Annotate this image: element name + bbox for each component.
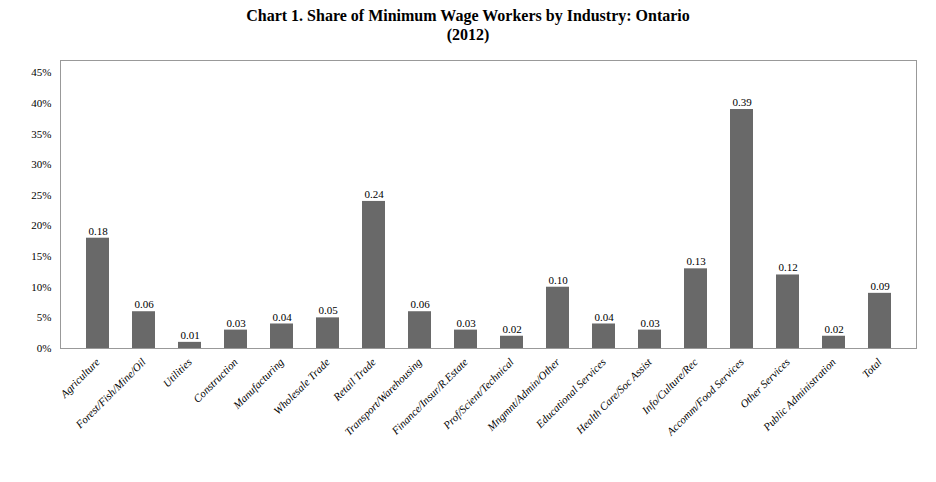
svg-text:40%: 40% bbox=[31, 97, 51, 109]
svg-text:0.06: 0.06 bbox=[410, 299, 430, 311]
svg-text:Agriculture: Agriculture bbox=[57, 356, 102, 401]
svg-text:0.02: 0.02 bbox=[824, 323, 843, 335]
svg-text:0.13: 0.13 bbox=[686, 256, 706, 268]
svg-text:15%: 15% bbox=[31, 250, 51, 262]
svg-text:Finance/Insur/R.Estate: Finance/Insur/R.Estate bbox=[388, 356, 470, 438]
svg-text:0.05: 0.05 bbox=[318, 305, 338, 317]
svg-text:5%: 5% bbox=[37, 312, 52, 324]
svg-text:Mngmnt/Admin/Other: Mngmnt/Admin/Other bbox=[484, 356, 562, 434]
svg-text:Prof/Scient/Technical: Prof/Scient/Technical bbox=[440, 356, 516, 432]
svg-text:45%: 45% bbox=[31, 67, 51, 79]
svg-text:Accomm/Food Services: Accomm/Food Services bbox=[663, 356, 745, 438]
svg-text:30%: 30% bbox=[31, 159, 51, 171]
svg-text:0.03: 0.03 bbox=[456, 317, 476, 329]
svg-text:0.03: 0.03 bbox=[640, 317, 660, 329]
svg-text:Manufacturing: Manufacturing bbox=[230, 356, 286, 412]
svg-text:25%: 25% bbox=[31, 189, 51, 201]
svg-text:Other Services: Other Services bbox=[737, 356, 792, 411]
svg-text:Info/Culture/Rec: Info/Culture/Rec bbox=[639, 356, 700, 417]
svg-text:0.01: 0.01 bbox=[180, 329, 199, 341]
svg-text:0.24: 0.24 bbox=[364, 188, 384, 200]
svg-text:Wholesale Trade: Wholesale Trade bbox=[271, 356, 332, 417]
svg-text:0.02: 0.02 bbox=[502, 323, 521, 335]
svg-text:0.04: 0.04 bbox=[272, 311, 292, 323]
svg-text:0.09: 0.09 bbox=[870, 280, 890, 292]
svg-text:Forest/Fish/Mine/Oil: Forest/Fish/Mine/Oil bbox=[72, 356, 147, 431]
svg-text:0.39: 0.39 bbox=[732, 96, 752, 108]
svg-text:0.12: 0.12 bbox=[778, 262, 797, 274]
svg-text:Retail Trade: Retail Trade bbox=[330, 356, 378, 404]
svg-text:0.06: 0.06 bbox=[134, 299, 154, 311]
svg-text:Educational Services: Educational Services bbox=[533, 356, 608, 431]
svg-text:Public Administration: Public Administration bbox=[760, 356, 838, 434]
svg-text:0%: 0% bbox=[37, 342, 52, 354]
svg-text:Construction: Construction bbox=[191, 356, 240, 405]
svg-text:10%: 10% bbox=[31, 281, 51, 293]
svg-text:Utilities: Utilities bbox=[160, 356, 194, 390]
svg-text:0.03: 0.03 bbox=[226, 317, 246, 329]
svg-text:Total: Total bbox=[860, 356, 884, 380]
svg-text:Health Care/Soc Assist: Health Care/Soc Assist bbox=[573, 355, 655, 437]
svg-text:0.04: 0.04 bbox=[594, 311, 614, 323]
svg-text:0.18: 0.18 bbox=[88, 225, 108, 237]
html-text:Chart 1. Share of Minimum Wage: Chart 1. Share of Minimum Wage Workers b… bbox=[246, 7, 690, 44]
svg-text:35%: 35% bbox=[31, 128, 51, 140]
svg-text:20%: 20% bbox=[31, 220, 51, 232]
svg-text:Transport/Warehousing: Transport/Warehousing bbox=[342, 356, 424, 438]
svg-text:0.10: 0.10 bbox=[548, 274, 568, 286]
